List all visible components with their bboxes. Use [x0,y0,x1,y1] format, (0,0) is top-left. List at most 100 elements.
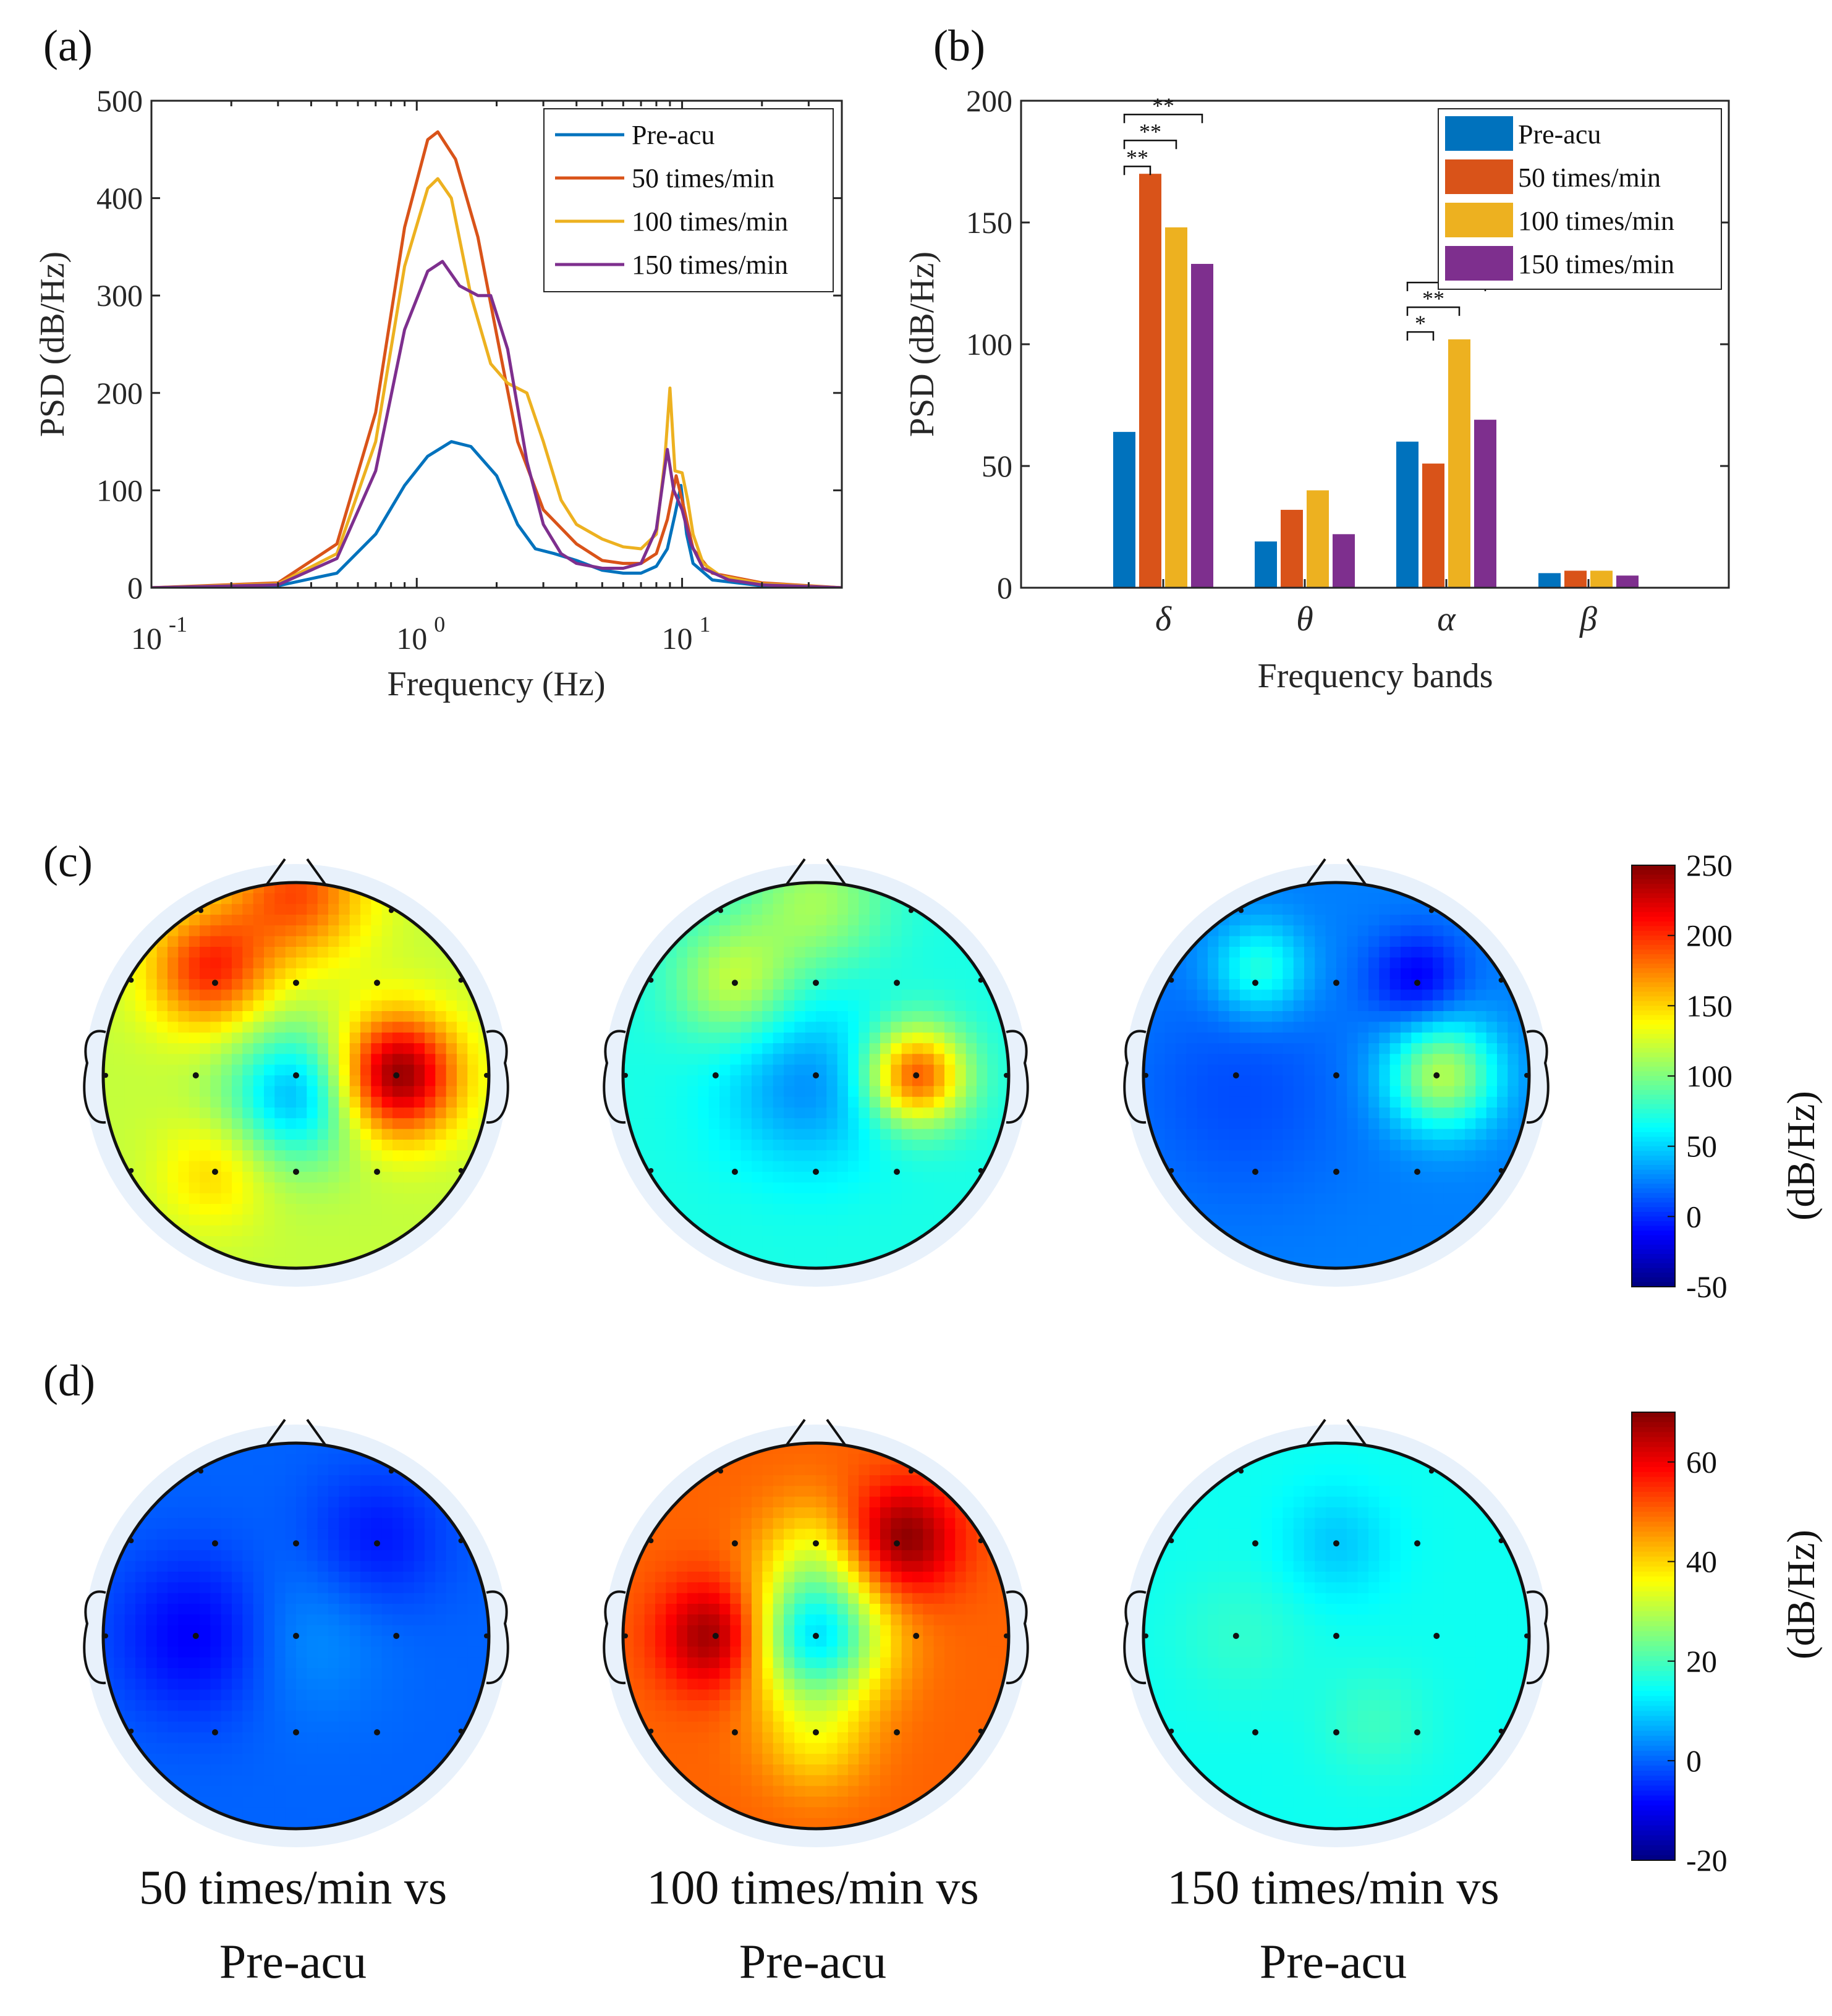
topomap-cell [708,968,720,980]
topomap-cell [752,1668,763,1680]
topomap-cell [435,1679,447,1690]
topomap-cell [435,1000,447,1012]
topomap-cell [425,1086,436,1098]
topomap-cell [848,1204,860,1216]
topomap-cell [848,1129,860,1140]
topomap-cell [328,1775,340,1787]
topomap-cell [232,1086,244,1098]
topomap-cell [285,1636,297,1648]
topomap-cell [274,925,286,937]
topomap-cell [178,957,190,969]
topomap-cell [933,1182,945,1194]
a-xtick-label: 10 [396,621,427,656]
topomap-cell [666,1668,677,1680]
topomap-cell [349,904,361,915]
topomap-cell [752,1204,763,1216]
topomap-cell [740,1214,752,1226]
topomap-cell [285,1011,297,1023]
bar-4-3-pre-acu [1538,573,1561,588]
topomap-cell [221,1225,232,1237]
topomap-cell [634,1668,645,1680]
topomap-cell [1272,925,1284,937]
topomap-cell [242,915,254,926]
topomap-cell [200,1096,211,1108]
topomap-cell [200,1496,211,1508]
topomap-cell [210,1129,222,1140]
topomap-cell [339,936,350,947]
topomap-cell [189,1214,200,1226]
topomap-cell [666,1054,677,1065]
topomap-cell [1240,1086,1252,1098]
topomap-cell [392,1043,404,1055]
topomap-cell [1283,1161,1294,1172]
topomap-cell [381,1486,393,1497]
topomap-cell [285,1625,297,1637]
topomap-cell [762,1711,774,1722]
topomap-cell [178,1582,190,1594]
topomap-cell [1454,1129,1465,1140]
topomap-cell [933,1108,945,1119]
topomap-cell [232,947,244,959]
topomap-cell [1186,1054,1198,1065]
topomap-cell [242,1204,254,1216]
topomap-cell [687,1528,699,1540]
a-xtick-exponent: 1 [700,612,711,637]
topomap-cell [762,1086,774,1098]
topomap-cell [285,1108,297,1119]
topomap-cell [805,1129,816,1140]
topomap-cell [349,1086,361,1098]
topomap-cell [1508,1032,1519,1044]
topomap-cell [719,1011,731,1023]
topomap-cell [752,1108,763,1119]
topomap-cell [1357,1043,1369,1055]
topomap-cell [1475,1172,1487,1184]
topomap-cell [1411,1000,1423,1012]
topomap-cell [880,1000,892,1012]
topomap-cell [719,1528,731,1540]
topomap-cell [698,1129,710,1140]
topomap-cell [349,1464,361,1476]
topomap-cell [794,1096,806,1108]
topomap-cell [349,1214,361,1226]
topomap-cell [784,1225,795,1237]
topomap-cell [1229,1150,1240,1162]
topomap-cell [146,1086,158,1098]
topomap-cell [156,1753,168,1765]
topomap-cell [317,1753,329,1765]
topomap-cell [676,1753,688,1765]
topomap-cell [1154,1096,1166,1108]
topomap-cell [328,1496,340,1508]
topomap-cell [392,1214,404,1226]
topomap-cell [1336,1247,1348,1258]
topomap-cell [425,1604,436,1616]
topomap-cell [425,1528,436,1540]
topomap-cell [221,1636,232,1648]
topomap-cell [698,1753,710,1765]
topomap-cell [1443,1075,1455,1087]
topomap-cell [730,1689,742,1701]
topomap-cell [1508,1118,1519,1130]
topomap-cell [1272,1236,1284,1248]
topomap-cell [392,1540,404,1551]
topomap-cell [253,979,265,991]
topomap-cell [1240,936,1252,947]
topomap-cell [730,1528,742,1540]
topomap-cell [837,1000,849,1012]
topomap-cell [296,1753,308,1765]
topomap-cell [242,1518,254,1530]
topomap-cell [1433,947,1444,959]
topomap-cell [1208,1140,1219,1151]
topomap-cell [730,1225,742,1237]
topomap-cell [752,1507,763,1519]
topomap-cell [859,989,870,1001]
topomap-cell [1283,1096,1294,1108]
topomap-cell [708,1636,720,1648]
topomap-cell [1454,989,1465,1001]
topomap-cell [307,1161,318,1172]
topomap-cell [1347,947,1359,959]
topomap-cell [859,1022,870,1033]
topomap-cell [146,1172,158,1184]
topomap-cell [719,1214,731,1226]
topomap-cell [708,1086,720,1098]
topomap-cell [285,915,297,926]
